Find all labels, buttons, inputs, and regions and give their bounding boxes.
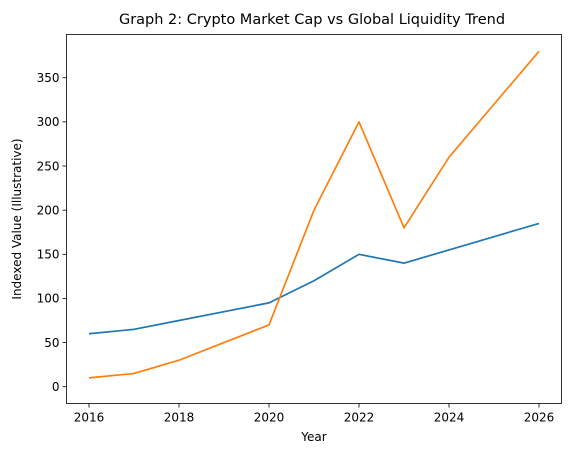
- y-axis-title: Indexed Value (Illustrative): [10, 138, 24, 299]
- x-tick-label: 2018: [164, 411, 195, 425]
- plot-frame: [66, 34, 562, 404]
- x-tick-label: 2020: [254, 411, 285, 425]
- x-tick-label: 2026: [524, 411, 555, 425]
- series-line-2: [88, 50, 540, 379]
- x-tick-label: 2016: [74, 411, 105, 425]
- y-tick-label: 200: [37, 203, 60, 217]
- x-tick-label: 2024: [434, 411, 465, 425]
- x-axis-title: Year: [300, 430, 326, 444]
- y-tick-label: 300: [37, 115, 60, 129]
- y-tick-label: 0: [52, 380, 60, 394]
- y-tick-label: 100: [37, 292, 60, 306]
- y-tick-label: 350: [37, 71, 60, 85]
- y-tick-label: 250: [37, 159, 60, 173]
- y-tick-label: 50: [44, 336, 59, 350]
- y-tick-label: 150: [37, 248, 60, 262]
- x-tick-label: 2022: [344, 411, 375, 425]
- series-line-1: [88, 222, 540, 335]
- chart-title: Graph 2: Crypto Market Cap vs Global Liq…: [119, 12, 505, 28]
